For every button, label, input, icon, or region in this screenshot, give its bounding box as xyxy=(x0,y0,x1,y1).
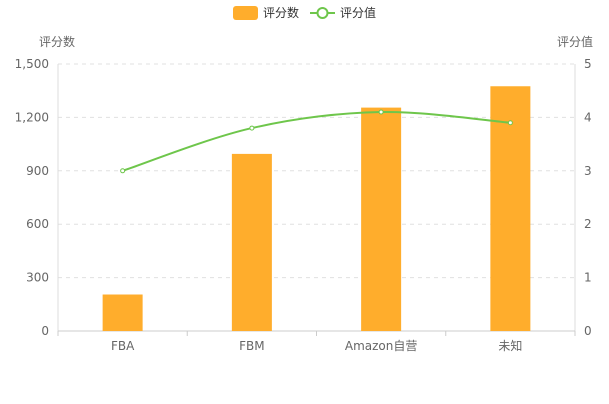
legend: 评分数 评分值 xyxy=(233,5,376,20)
y-right-tick-label: 4 xyxy=(584,110,592,124)
bar[interactable] xyxy=(361,107,402,331)
y-left-tick-label: 1,500 xyxy=(15,57,49,71)
y-right-tick-label: 5 xyxy=(584,57,592,71)
line-point[interactable] xyxy=(378,109,384,115)
y-right-tick-label: 2 xyxy=(584,217,592,231)
y-left-tick-label: 0 xyxy=(41,324,49,338)
bar[interactable] xyxy=(231,153,272,331)
y-left-tick-label: 300 xyxy=(26,271,49,285)
line-point[interactable] xyxy=(249,125,255,131)
x-tick-label: Amazon自营 xyxy=(345,339,418,353)
legend-bar-label: 评分数 xyxy=(263,5,299,20)
bar-series xyxy=(102,86,531,331)
line-point[interactable] xyxy=(507,120,513,126)
legend-item-line[interactable]: 评分值 xyxy=(310,5,376,20)
y-right-tick-label: 0 xyxy=(584,324,592,338)
x-tick-label: FBM xyxy=(239,339,265,353)
legend-line-label: 评分值 xyxy=(340,5,376,20)
line-series xyxy=(120,109,513,174)
line-point[interactable] xyxy=(120,168,126,174)
legend-item-bar[interactable]: 评分数 xyxy=(233,5,299,20)
legend-line-marker xyxy=(316,7,329,19)
bar[interactable] xyxy=(490,86,531,331)
y-left-tick-label: 900 xyxy=(26,164,49,178)
line-path xyxy=(122,111,511,172)
y-axis-right-title: 评分值 xyxy=(557,34,593,49)
bar[interactable] xyxy=(102,294,143,331)
y-left-tick-label: 600 xyxy=(26,217,49,231)
tick-labels: 0 300 600 900 1,200 1,500 0 1 2 3 4 5 FBA FBM Amazon自营… xyxy=(15,57,592,353)
axes xyxy=(57,64,576,336)
y-right-tick-label: 1 xyxy=(584,271,592,285)
y-right-tick-label: 3 xyxy=(584,164,592,178)
y-axis-left-title: 评分数 xyxy=(39,34,75,49)
legend-bar-swatch xyxy=(233,6,258,20)
y-left-tick-label: 1,200 xyxy=(15,110,49,124)
x-tick-label: FBA xyxy=(111,339,135,353)
x-tick-label: 未知 xyxy=(498,339,522,353)
